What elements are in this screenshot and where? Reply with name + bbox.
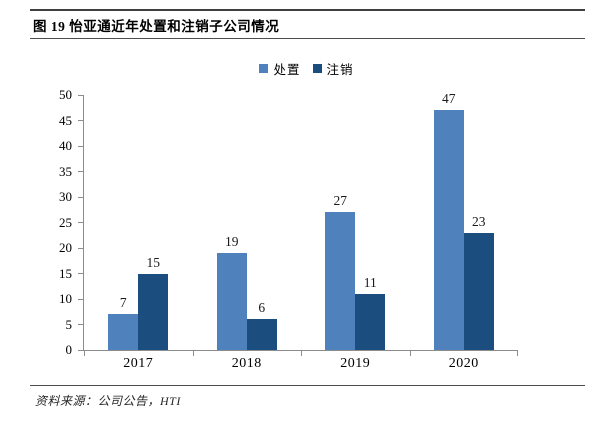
y-axis-tick-label: 30 bbox=[59, 189, 72, 204]
y-axis-tick-mark bbox=[78, 247, 84, 249]
bar-注销-2018: 6 bbox=[246, 300, 277, 350]
y-axis-tick-mark bbox=[78, 298, 84, 300]
category-group-2018: 19 6 bbox=[193, 95, 302, 350]
bar-value-label: 6 bbox=[258, 300, 266, 316]
bar-value-label: 11 bbox=[363, 274, 377, 290]
bar-注销-2017: 15 bbox=[138, 255, 169, 350]
legend-label: 处置 bbox=[273, 63, 301, 77]
source-note: 资料来源：公司公告，HTI bbox=[35, 394, 181, 408]
y-axis-tick-label: 45 bbox=[59, 112, 72, 128]
bar-value-label: 27 bbox=[333, 193, 348, 209]
x-axis-tick-mark bbox=[409, 350, 411, 356]
bar-value-label: 47 bbox=[442, 91, 456, 107]
x-axis-tick-mark bbox=[192, 350, 194, 356]
y-axis-tick-label: 15 bbox=[59, 265, 72, 281]
y-axis-tick-mark bbox=[78, 273, 84, 274]
category-group-2017: 7 15 bbox=[84, 95, 193, 350]
y-axis-tick-mark bbox=[78, 324, 84, 325]
y-axis-tick-label: 40 bbox=[59, 138, 72, 153]
plot-area: 0 5 10 15 20 25 30 35 40 45 50 7 15 2017 19 6 2018 27 11 20… bbox=[59, 87, 519, 371]
bar-value-label: 15 bbox=[146, 254, 161, 270]
x-axis-tick-mark bbox=[301, 350, 302, 356]
bar-处置-2020: 47 bbox=[433, 91, 464, 350]
x-axis-label-2020: 2020 bbox=[448, 356, 479, 371]
x-axis-label-2018: 2018 bbox=[231, 356, 262, 371]
y-axis-tick-label: 0 bbox=[65, 342, 73, 357]
y-axis-tick-label: 5 bbox=[65, 316, 73, 332]
x-axis-label-2019: 2019 bbox=[340, 356, 371, 371]
legend-item-deregister: 注销 bbox=[312, 59, 354, 78]
legend-label: 注销 bbox=[326, 63, 354, 77]
footer-rule bbox=[30, 385, 585, 386]
bar-处置-2017: 7 bbox=[108, 295, 139, 350]
y-axis-tick-label: 10 bbox=[59, 291, 72, 306]
y-axis-tick-mark bbox=[78, 222, 84, 223]
y-axis-tick-label: 50 bbox=[59, 87, 72, 102]
bar-value-label: 23 bbox=[472, 213, 486, 229]
y-axis-tick-mark bbox=[78, 196, 84, 198]
bar-处置-2018: 19 bbox=[216, 234, 247, 350]
y-axis-tick-mark bbox=[78, 94, 84, 96]
y-axis-tick-mark bbox=[78, 120, 84, 121]
chart-legend: 处置 注销 bbox=[0, 59, 613, 78]
category-group-2020: 47 23 bbox=[410, 91, 519, 350]
y-axis-tick-mark bbox=[78, 145, 84, 147]
bar-注销-2020: 23 bbox=[463, 214, 494, 350]
y-axis-tick-mark bbox=[78, 349, 84, 351]
legend-swatch-icon bbox=[312, 64, 322, 73]
x-axis-label-2017: 2017 bbox=[123, 356, 154, 371]
category-group-2019: 27 11 bbox=[301, 95, 410, 350]
y-axis-tick-mark bbox=[78, 171, 84, 172]
y-axis-tick-label: 25 bbox=[59, 214, 72, 230]
x-axis-tick-mark bbox=[517, 350, 518, 356]
legend-swatch-icon bbox=[259, 64, 269, 73]
top-rule bbox=[30, 9, 585, 11]
x-axis-tick-mark bbox=[84, 350, 85, 356]
bar-value-label: 7 bbox=[119, 295, 127, 311]
figure-title: 图 19 怡亚通近年处置和注销子公司情况 bbox=[33, 19, 280, 34]
y-axis-tick-label: 35 bbox=[59, 163, 72, 179]
bar-注销-2019: 11 bbox=[355, 275, 386, 350]
bar-value-label: 19 bbox=[225, 234, 239, 250]
y-axis-tick-label: 20 bbox=[59, 240, 72, 255]
bar-处置-2019: 27 bbox=[325, 193, 356, 350]
legend-item-disposal: 处置 bbox=[259, 59, 300, 78]
title-divider-rule bbox=[30, 38, 585, 39]
